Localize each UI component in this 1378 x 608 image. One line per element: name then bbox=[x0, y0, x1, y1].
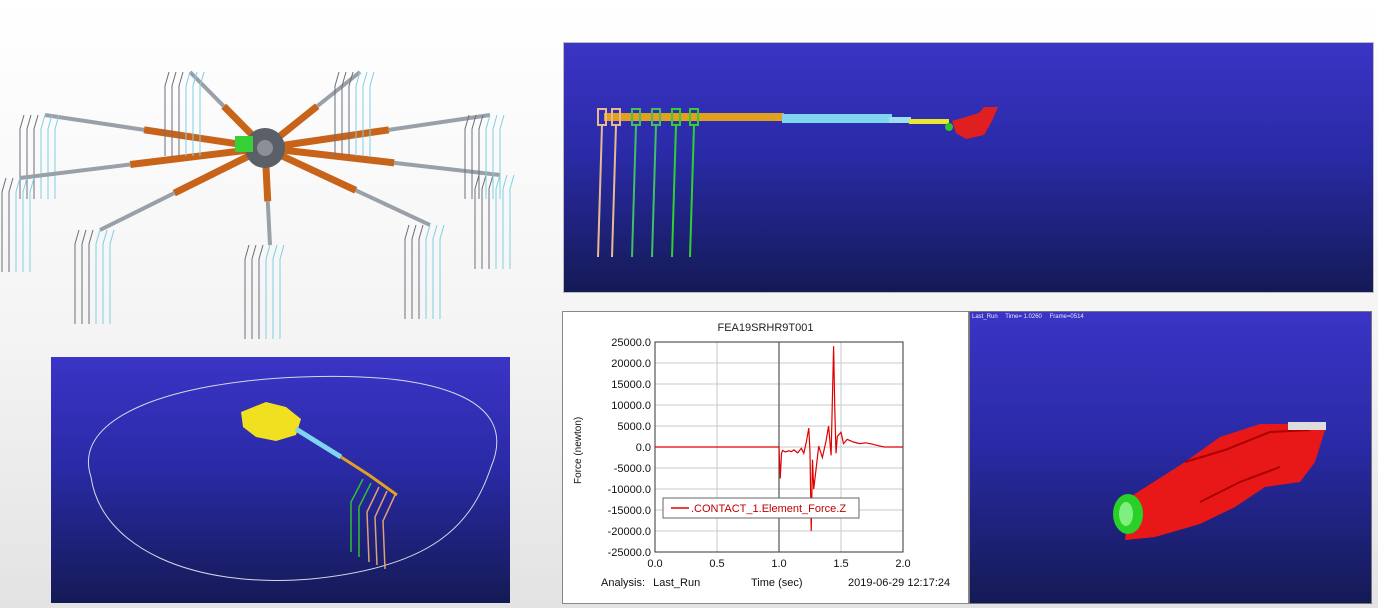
timestamp: 2019-06-29 12:17:24 bbox=[848, 577, 951, 589]
arm-model-drawing bbox=[597, 107, 998, 258]
tine bbox=[689, 124, 695, 258]
arm-boom bbox=[604, 113, 784, 121]
orbit-view bbox=[51, 357, 510, 603]
y-tick-label: -5000.0 bbox=[614, 463, 651, 475]
rake-arm-outer bbox=[265, 201, 272, 246]
x-tick-label: 2.0 bbox=[895, 558, 910, 570]
rake-arm-inner bbox=[264, 126, 390, 152]
animation-hud: Last_Run Time= 1.0260 Frame=0514 bbox=[972, 314, 1090, 320]
y-tick-label: 15000.0 bbox=[611, 379, 651, 391]
orbit-model-drawing bbox=[88, 375, 498, 581]
rake-model-drawing bbox=[1, 70, 515, 339]
tine-group bbox=[164, 71, 205, 156]
analysis-footer: Analysis: Last_Run bbox=[601, 577, 700, 589]
tine bbox=[651, 124, 657, 258]
series-line bbox=[655, 346, 903, 532]
x-tick-label: 0.0 bbox=[647, 558, 662, 570]
animation-view: Last_Run Time= 1.0260 Frame=0514 bbox=[969, 311, 1372, 604]
analysis-label: Analysis: bbox=[601, 577, 646, 589]
legend: .CONTACT_1.Element_Force.Z bbox=[662, 497, 860, 519]
force-plot-window: FEA19SRHR9T001 Force (newton) 0.0 0.5 1.0 1… bbox=[562, 311, 969, 604]
y-tick-label: -25000.0 bbox=[608, 547, 651, 559]
rake-arm-inner bbox=[264, 144, 395, 167]
y-tick-label: 20000.0 bbox=[611, 358, 651, 370]
y-tick-label: 10000.0 bbox=[611, 400, 651, 412]
orbit-path bbox=[88, 375, 498, 581]
tine-group bbox=[74, 229, 115, 324]
arm-extension bbox=[782, 114, 892, 123]
y-tick-label: -20000.0 bbox=[608, 526, 651, 538]
closeup-head bbox=[1125, 424, 1325, 540]
hud-frame: Frame=0514 bbox=[1049, 314, 1084, 320]
y-tick-label: 25000.0 bbox=[611, 337, 651, 349]
x-tick-label: 1.5 bbox=[833, 558, 848, 570]
legend-box bbox=[662, 497, 860, 519]
rotor-hub bbox=[241, 402, 301, 441]
plot-title: FEA19SRHR9T001 bbox=[717, 322, 814, 334]
tine bbox=[611, 124, 617, 258]
x-tick-label: 0.5 bbox=[709, 558, 724, 570]
x-axis-label: Time (sec) bbox=[751, 577, 803, 589]
tine-group bbox=[464, 114, 505, 199]
analysis-value: Last_Run bbox=[653, 577, 701, 589]
rake-arm-outer bbox=[354, 188, 431, 227]
y-tick-label: 5000.0 bbox=[617, 421, 651, 433]
legend-label: .CONTACT_1.Element_Force.Z bbox=[691, 503, 846, 515]
y-tick-label: 0.0 bbox=[636, 442, 651, 454]
x-tick-label: 1.0 bbox=[771, 558, 786, 570]
rake-arm-outer bbox=[316, 70, 362, 108]
tine-group bbox=[474, 174, 515, 269]
rake-arm-outer bbox=[19, 162, 131, 180]
tine-group bbox=[244, 244, 285, 339]
tine-group bbox=[334, 71, 375, 156]
arm-head bbox=[952, 107, 998, 139]
hud-run: Last_Run bbox=[972, 314, 998, 320]
rake-arm-outer bbox=[44, 113, 145, 132]
tine bbox=[597, 124, 603, 258]
tine bbox=[671, 124, 677, 258]
rake-overview-view bbox=[0, 60, 555, 350]
gearbox bbox=[235, 136, 253, 152]
y-tick-label: -15000.0 bbox=[608, 505, 651, 517]
hud-time: Time= 1.0260 bbox=[1005, 314, 1042, 320]
force-chart: 0.0 0.5 1.0 1.5 2.0 25000.0 20000.0 15000.0 1000… bbox=[608, 337, 911, 570]
tine-group bbox=[1, 177, 35, 272]
tine bbox=[631, 124, 637, 258]
tine-group bbox=[404, 224, 445, 319]
rake-arm-outer bbox=[394, 160, 501, 177]
rake-arm-outer bbox=[99, 191, 176, 232]
y-tick-label: -10000.0 bbox=[608, 484, 651, 496]
tine-group bbox=[19, 114, 60, 199]
arm-side-view bbox=[563, 42, 1374, 293]
rake-arm-outer bbox=[388, 113, 491, 132]
closeup-model-drawing bbox=[1113, 422, 1326, 540]
